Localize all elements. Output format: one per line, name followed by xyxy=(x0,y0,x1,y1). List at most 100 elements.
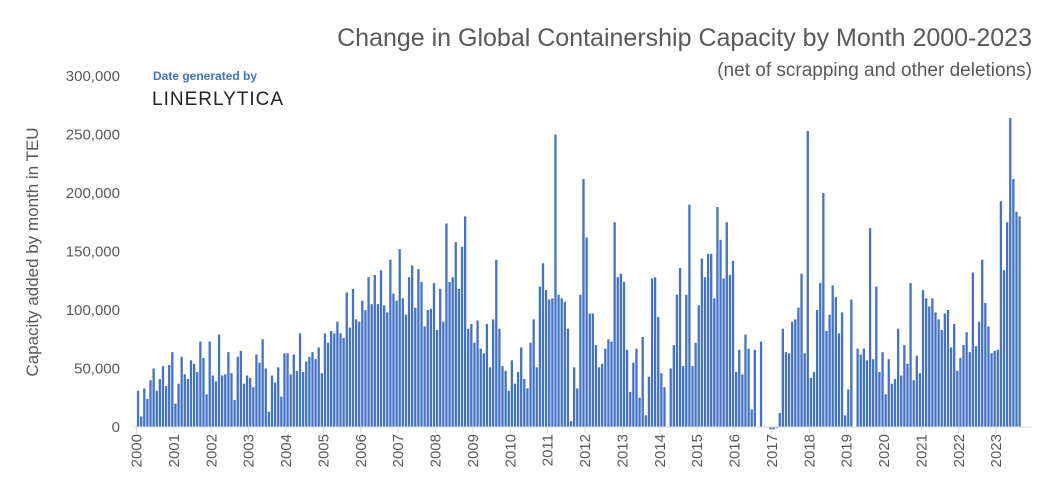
bar xyxy=(171,352,174,427)
bar xyxy=(697,305,700,427)
bar xyxy=(682,366,685,427)
bar xyxy=(753,349,756,427)
x-tick-label: 2021 xyxy=(913,434,930,467)
bar xyxy=(884,394,887,427)
bar xyxy=(759,341,763,427)
bar xyxy=(295,370,299,427)
bar xyxy=(407,277,411,427)
bar xyxy=(585,237,588,427)
bar xyxy=(576,388,579,427)
bar xyxy=(716,207,719,427)
bar xyxy=(974,346,978,427)
bar xyxy=(532,319,535,427)
bar xyxy=(965,332,968,427)
bar xyxy=(604,348,607,427)
bar xyxy=(937,319,940,427)
bar xyxy=(918,373,922,427)
bar xyxy=(164,386,168,427)
bar xyxy=(669,368,672,427)
bar xyxy=(192,363,196,427)
bar xyxy=(432,283,436,427)
bar xyxy=(887,359,890,427)
bar xyxy=(498,328,501,427)
bar xyxy=(921,290,925,427)
bar xyxy=(305,361,308,427)
bar xyxy=(551,298,554,427)
bar xyxy=(675,294,679,427)
bar xyxy=(470,324,473,427)
bar xyxy=(205,394,208,427)
bar xyxy=(840,312,844,427)
bar xyxy=(554,134,557,427)
bar xyxy=(267,411,271,427)
bar xyxy=(713,298,716,427)
bar xyxy=(949,347,953,427)
bar xyxy=(358,321,361,427)
bar xyxy=(940,329,943,427)
bar xyxy=(501,366,504,427)
bar xyxy=(953,324,956,427)
bar xyxy=(601,363,604,427)
bar xyxy=(819,283,822,427)
bar xyxy=(354,319,358,427)
bar xyxy=(943,313,946,427)
bar xyxy=(429,308,433,427)
bar xyxy=(389,259,392,427)
bar xyxy=(616,277,619,427)
bar xyxy=(202,357,205,427)
x-tick-label: 2010 xyxy=(502,434,519,467)
bar xyxy=(273,382,277,427)
x-tick-label: 2018 xyxy=(801,434,818,467)
bar xyxy=(199,341,202,427)
bar xyxy=(460,246,464,427)
bar xyxy=(404,314,408,427)
bar xyxy=(744,334,747,427)
y-tick-label: 250,000 xyxy=(66,127,120,144)
y-tick-label: 0 xyxy=(112,419,120,436)
bar xyxy=(560,298,563,427)
bar xyxy=(277,367,280,427)
bar xyxy=(828,314,831,427)
bar xyxy=(791,321,794,427)
bar xyxy=(622,281,626,427)
bar xyxy=(865,360,869,427)
bar xyxy=(784,352,788,427)
x-tick-label: 2002 xyxy=(203,434,220,467)
bar xyxy=(351,288,355,427)
y-tick-label: 150,000 xyxy=(66,244,120,261)
x-tick-label: 2004 xyxy=(278,434,295,467)
bar xyxy=(535,367,538,427)
bar xyxy=(990,353,993,427)
bar xyxy=(386,312,389,427)
bar xyxy=(463,216,467,427)
bar xyxy=(168,364,171,427)
bar xyxy=(258,362,261,427)
bar xyxy=(663,387,666,427)
bar xyxy=(348,327,352,427)
bar xyxy=(417,269,420,427)
bar xyxy=(379,270,383,427)
bar xyxy=(249,377,252,427)
bar xyxy=(326,342,330,427)
bar xyxy=(1002,270,1006,427)
bar xyxy=(320,373,323,427)
bar xyxy=(158,379,162,427)
bar xyxy=(230,373,233,427)
bar xyxy=(996,349,999,427)
x-tick-label: 2009 xyxy=(465,434,482,467)
bar xyxy=(516,372,520,427)
bar xyxy=(317,347,320,427)
bar xyxy=(924,298,928,427)
bar xyxy=(928,306,931,427)
bar xyxy=(825,331,828,427)
bar xyxy=(700,258,704,427)
bar xyxy=(573,367,576,427)
bar xyxy=(993,350,996,427)
bar xyxy=(579,294,582,427)
x-tick-label: 2016 xyxy=(727,434,744,467)
bar xyxy=(984,302,987,427)
bar xyxy=(507,390,510,427)
bar xyxy=(915,355,918,427)
bar xyxy=(1009,118,1012,428)
x-tick-label: 2023 xyxy=(988,434,1005,467)
